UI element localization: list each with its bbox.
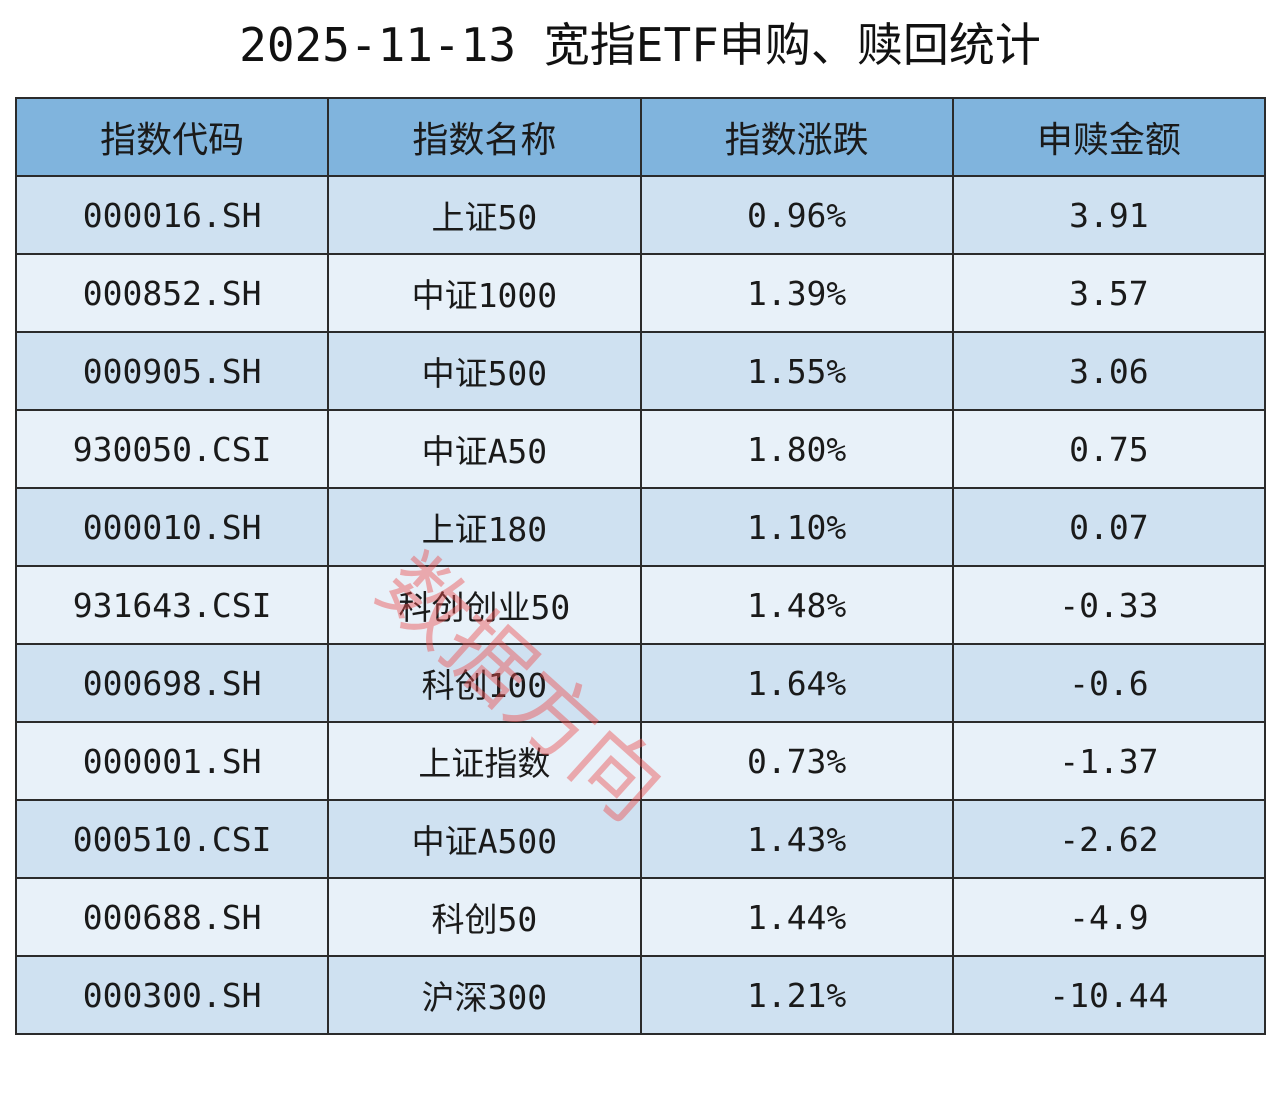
- table-cell: 0.07: [951, 487, 1267, 567]
- table-cell: -2.62: [951, 799, 1267, 879]
- table-cell: 科创50: [327, 877, 642, 957]
- table-cell: 931643.CSI: [14, 565, 330, 645]
- table-row: 930050.CSI 中证A50 1.80% 0.75: [14, 409, 1267, 489]
- table-cell: 000905.SH: [14, 331, 330, 411]
- table-cell: 000510.CSI: [14, 799, 330, 879]
- table-cell: 科创创业50: [327, 565, 642, 645]
- table-row: 000852.SH 中证1000 1.39% 3.57: [14, 253, 1267, 333]
- table-cell: 000688.SH: [14, 877, 330, 957]
- table-row: 000698.SH 科创100 1.64% -0.6: [14, 643, 1267, 723]
- column-header: 指数代码: [14, 97, 330, 177]
- table-cell: 1.48%: [639, 565, 954, 645]
- table-cell: 3.91: [951, 175, 1267, 255]
- table-cell: 上证180: [327, 487, 642, 567]
- table-cell: 科创100: [327, 643, 642, 723]
- etf-table: 指数代码 指数名称 指数涨跌 申赎金额 000016.SH 上证50 0.96% 3.91 0…: [14, 97, 1267, 1035]
- table-cell: 3.06: [951, 331, 1267, 411]
- column-header: 指数名称: [327, 97, 642, 177]
- title: 2025-11-13 宽指ETF申购、赎回统计: [239, 18, 1041, 72]
- table-row: 000010.SH 上证180 1.10% 0.07: [14, 487, 1267, 567]
- table-cell: 1.10%: [639, 487, 954, 567]
- table-cell: 000698.SH: [14, 643, 330, 723]
- table-cell: 0.75: [951, 409, 1267, 489]
- table-cell: -10.44: [951, 955, 1267, 1035]
- table-cell: -0.6: [951, 643, 1267, 723]
- table-row: 000016.SH 上证50 0.96% 3.91: [14, 175, 1267, 255]
- table-row: 000001.SH 上证指数 0.73% -1.37: [14, 721, 1267, 801]
- table-cell: -0.33: [951, 565, 1267, 645]
- table-cell: 3.57: [951, 253, 1267, 333]
- table-cell: 000001.SH: [14, 721, 330, 801]
- table-cell: 中证A500: [327, 799, 642, 879]
- table-cell: 0.96%: [639, 175, 954, 255]
- table-cell: 930050.CSI: [14, 409, 330, 489]
- table-cell: 上证50: [327, 175, 642, 255]
- table-cell: 000016.SH: [14, 175, 330, 255]
- table-body: 000016.SH 上证50 0.96% 3.91 000852.SH 中证1000 1.3…: [14, 175, 1267, 1035]
- table-cell: 中证1000: [327, 253, 642, 333]
- table-cell: 1.44%: [639, 877, 954, 957]
- table-cell: 1.55%: [639, 331, 954, 411]
- table-row: 000300.SH 沪深300 1.21% -10.44: [14, 955, 1267, 1035]
- table-cell: 1.64%: [639, 643, 954, 723]
- table-cell: 中证500: [327, 331, 642, 411]
- table-cell: 000852.SH: [14, 253, 330, 333]
- table-cell: 1.80%: [639, 409, 954, 489]
- table-cell: 上证指数: [327, 721, 642, 801]
- table-cell: 000300.SH: [14, 955, 330, 1035]
- table-row: 000510.CSI 中证A500 1.43% -2.62: [14, 799, 1267, 879]
- column-header: 指数涨跌: [639, 97, 954, 177]
- table-cell: 0.73%: [639, 721, 954, 801]
- table-cell: 1.43%: [639, 799, 954, 879]
- table-row: 931643.CSI 科创创业50 1.48% -0.33: [14, 565, 1267, 645]
- table-cell: 000010.SH: [14, 487, 330, 567]
- table-cell: 中证A50: [327, 409, 642, 489]
- column-header: 申赎金额: [951, 97, 1267, 177]
- table-cell: -1.37: [951, 721, 1267, 801]
- table-cell: -4.9: [951, 877, 1267, 957]
- table-cell: 1.39%: [639, 253, 954, 333]
- table-cell: 沪深300: [327, 955, 642, 1035]
- header-row: 指数代码 指数名称 指数涨跌 申赎金额: [14, 97, 1267, 177]
- table-row: 000688.SH 科创50 1.44% -4.9: [14, 877, 1267, 957]
- table-row: 000905.SH 中证500 1.55% 3.06: [14, 331, 1267, 411]
- table-cell: 1.21%: [639, 955, 954, 1035]
